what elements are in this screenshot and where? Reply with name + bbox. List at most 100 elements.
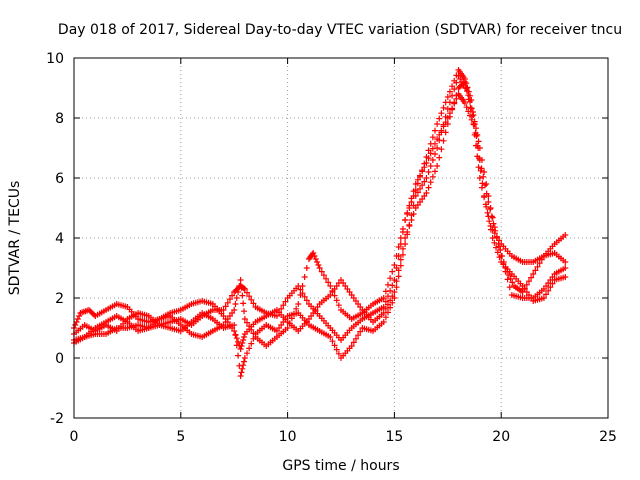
- data-point: [241, 358, 248, 365]
- data-point: [549, 280, 556, 287]
- data-point: [331, 342, 338, 349]
- data-point: [299, 283, 306, 289]
- data-point: [312, 256, 319, 262]
- data-point: [246, 293, 253, 300]
- x-tick-label: 5: [176, 429, 185, 445]
- data-point: [404, 209, 411, 216]
- data-point: [562, 274, 569, 280]
- data-point: [408, 212, 415, 219]
- data-point: [410, 202, 417, 209]
- data-point: [335, 350, 342, 357]
- data-point: [311, 253, 318, 259]
- data-point: [310, 250, 317, 256]
- data-point: [470, 121, 477, 128]
- data-point: [301, 293, 308, 300]
- data-point: [231, 307, 238, 313]
- data-point: [384, 281, 391, 288]
- data-points: [71, 67, 569, 379]
- data-point: [301, 274, 308, 280]
- x-tick-label: 20: [492, 429, 510, 445]
- data-point: [280, 302, 287, 309]
- data-point: [303, 297, 310, 304]
- data-point: [431, 127, 438, 134]
- data-point: [486, 218, 493, 225]
- data-point: [494, 249, 501, 256]
- data-point: [284, 325, 291, 331]
- data-point: [318, 268, 325, 275]
- data-point: [74, 316, 81, 322]
- y-tick-label: 10: [46, 51, 64, 67]
- data-point: [543, 291, 550, 298]
- data-point: [237, 346, 244, 352]
- data-point: [419, 168, 426, 175]
- data-point: [438, 110, 445, 117]
- axis-ticks: 0 5 10 15 20 25 -2 0 2 4 6 8 10: [46, 51, 617, 445]
- data-point: [273, 313, 280, 319]
- data-point: [487, 226, 494, 233]
- data-point: [427, 163, 434, 169]
- data-point: [229, 292, 236, 299]
- data-point: [235, 338, 242, 345]
- data-point: [446, 99, 453, 106]
- data-point: [237, 277, 244, 283]
- data-point: [414, 189, 421, 196]
- data-point: [387, 304, 394, 311]
- data-point: [278, 305, 285, 312]
- data-point: [327, 334, 334, 340]
- x-tick-label: 15: [385, 429, 403, 445]
- data-point: [423, 190, 430, 196]
- data-point: [393, 278, 400, 285]
- data-point: [489, 214, 496, 221]
- data-point: [248, 296, 255, 303]
- data-point: [436, 154, 443, 161]
- data-point: [391, 262, 398, 268]
- data-point: [250, 335, 257, 342]
- x-tick-label: 0: [70, 429, 79, 445]
- data-point: [461, 100, 468, 106]
- data-point: [382, 305, 389, 312]
- data-point: [226, 296, 233, 303]
- data-point: [303, 265, 310, 271]
- data-point: [496, 254, 503, 261]
- data-point: [235, 352, 242, 359]
- data-point: [417, 185, 424, 192]
- x-axis-label: GPS time / hours: [282, 458, 399, 474]
- data-point: [423, 160, 430, 166]
- data-point: [487, 205, 494, 211]
- data-point: [286, 320, 293, 327]
- data-point: [475, 164, 482, 171]
- data-point: [232, 332, 239, 339]
- data-point: [528, 274, 535, 281]
- data-point: [241, 355, 248, 361]
- data-point: [238, 284, 245, 291]
- data-point: [238, 369, 245, 376]
- data-point: [509, 279, 516, 286]
- data-point: [482, 201, 489, 208]
- data-point: [479, 180, 486, 187]
- data-point: [380, 295, 387, 301]
- data-point: [453, 95, 460, 102]
- data-point: [73, 319, 80, 325]
- data-point: [429, 157, 436, 163]
- data-point: [523, 281, 530, 288]
- data-point: [506, 284, 513, 291]
- data-point: [532, 267, 539, 274]
- data-point: [220, 307, 227, 313]
- data-point: [425, 184, 432, 191]
- y-tick-label: 4: [55, 231, 64, 247]
- data-point: [408, 195, 415, 202]
- data-point: [248, 326, 255, 333]
- data-point: [72, 322, 79, 328]
- data-point: [397, 262, 404, 269]
- x-tick-label: 25: [599, 429, 617, 445]
- data-point: [481, 193, 488, 199]
- data-point: [440, 121, 447, 128]
- grid: [74, 58, 608, 418]
- data-point: [412, 193, 419, 199]
- data-point: [562, 265, 569, 271]
- data-point: [449, 92, 456, 99]
- y-tick-label: 6: [55, 171, 64, 187]
- data-point: [475, 138, 482, 145]
- data-point: [530, 271, 537, 277]
- data-point: [436, 115, 443, 122]
